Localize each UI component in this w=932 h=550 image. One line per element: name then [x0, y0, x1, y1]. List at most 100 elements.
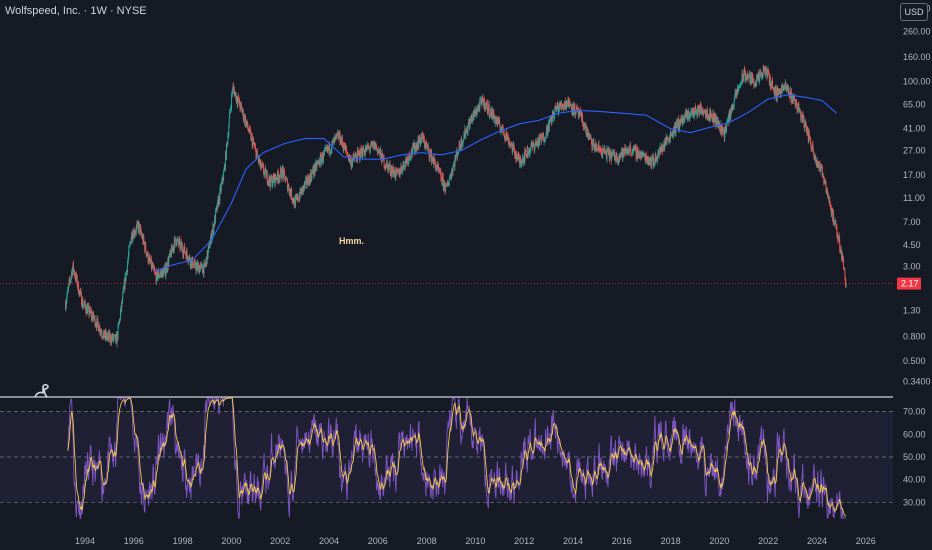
candle-body [308, 175, 310, 186]
candle-body [375, 145, 377, 148]
candle-body [325, 147, 327, 149]
candle-body [498, 119, 500, 120]
candle-body [468, 121, 470, 123]
candle-body [301, 186, 303, 188]
last-price-label: 2.17 [901, 279, 919, 289]
candle-body [666, 138, 668, 142]
candle-body [805, 125, 807, 132]
currency-button[interactable]: USD [900, 3, 928, 21]
candle-body [772, 87, 774, 89]
candle-body [435, 164, 437, 171]
candle-body [89, 308, 91, 313]
candle-body [143, 236, 145, 242]
candle-body [728, 114, 730, 123]
candle-body [597, 150, 599, 152]
candle-body [580, 112, 582, 115]
candle-body [805, 122, 806, 124]
candle-body [208, 245, 210, 250]
candle-body [663, 143, 665, 148]
candle-body [86, 306, 88, 314]
candle-body [133, 229, 135, 239]
candle-body [165, 271, 167, 276]
candle-body [245, 117, 247, 127]
candle-body [271, 177, 273, 187]
candle-body [288, 190, 290, 194]
candle-body [75, 273, 77, 280]
candle-body [397, 170, 399, 172]
candle-body [119, 312, 121, 321]
candle-body [165, 265, 167, 272]
candle-body [555, 108, 557, 112]
candle-body [829, 200, 831, 204]
candle-body [518, 155, 520, 160]
candle-body [238, 99, 240, 103]
candle-body [363, 150, 365, 152]
candle-body [326, 146, 328, 150]
candle-body [693, 109, 695, 116]
candle-body [169, 250, 171, 256]
candle-body [776, 97, 778, 99]
candle-body [149, 256, 150, 258]
candle-body [248, 129, 249, 132]
candle-body [342, 145, 344, 151]
candle-body [373, 141, 375, 149]
candle-body [247, 121, 248, 128]
candle-body [353, 155, 355, 156]
candle-body [752, 79, 754, 81]
candle-body [360, 148, 362, 154]
candle-body [746, 73, 748, 78]
candle-body [237, 99, 239, 105]
candle-body [306, 183, 308, 185]
candle-body [286, 178, 287, 180]
candle-body [686, 111, 688, 119]
candle-body [276, 178, 278, 181]
candle-body [800, 112, 802, 120]
candle-body [562, 106, 564, 109]
candle-body [636, 157, 637, 159]
candle-body [275, 178, 277, 180]
candle-body [249, 129, 251, 132]
candle-body [408, 159, 409, 164]
candle-body [751, 73, 753, 77]
candle-body [189, 261, 191, 266]
candle-body [319, 155, 321, 165]
candle-body [439, 170, 441, 173]
candle-body [503, 133, 505, 135]
candle-body [123, 282, 125, 289]
candle-body [441, 180, 443, 184]
candle-body [240, 102, 241, 110]
candle-body [651, 158, 653, 166]
candle-body [163, 269, 164, 276]
candle-body [681, 116, 683, 119]
candle-body [699, 105, 701, 115]
candle-body [779, 89, 781, 94]
candle-body [702, 111, 704, 113]
candle-body [478, 105, 480, 107]
candle-body [823, 175, 825, 183]
candle-body [553, 112, 555, 119]
candle-body [691, 108, 693, 112]
candle-body [189, 255, 191, 262]
candle-body [466, 128, 468, 133]
candle-body [218, 195, 220, 206]
candle-body [450, 175, 452, 178]
candle-body [529, 150, 531, 154]
candle-body [526, 147, 528, 158]
candle-body [292, 199, 294, 201]
candle-body [499, 119, 500, 125]
candle-body [548, 122, 550, 131]
candle-body [431, 158, 433, 163]
candle-body [602, 147, 604, 152]
candle-body [833, 212, 835, 224]
candle-body [329, 152, 331, 154]
candle-body [774, 86, 776, 98]
candle-body [324, 150, 325, 154]
candle-body [655, 153, 657, 159]
candle-body [675, 121, 677, 134]
candle-body [445, 184, 447, 192]
candle-body [665, 143, 667, 145]
candle-body [799, 109, 801, 113]
candle-body [527, 147, 529, 156]
candle-body [135, 231, 137, 233]
candle-body [99, 331, 101, 333]
